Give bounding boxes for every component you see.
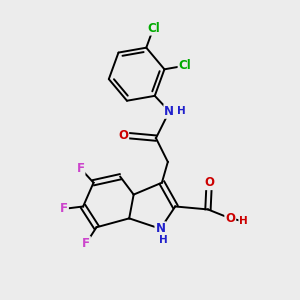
Text: H: H (239, 216, 248, 226)
Text: F: F (82, 237, 90, 250)
Text: N: N (155, 222, 165, 235)
Text: O: O (118, 129, 128, 142)
Text: Cl: Cl (147, 22, 160, 34)
Text: Cl: Cl (178, 59, 191, 72)
Text: O: O (204, 176, 214, 189)
Text: F: F (76, 162, 85, 175)
Text: N: N (164, 105, 174, 118)
Text: H: H (177, 106, 186, 116)
Text: O: O (225, 212, 235, 225)
Text: H: H (159, 235, 168, 245)
Text: F: F (60, 202, 68, 215)
